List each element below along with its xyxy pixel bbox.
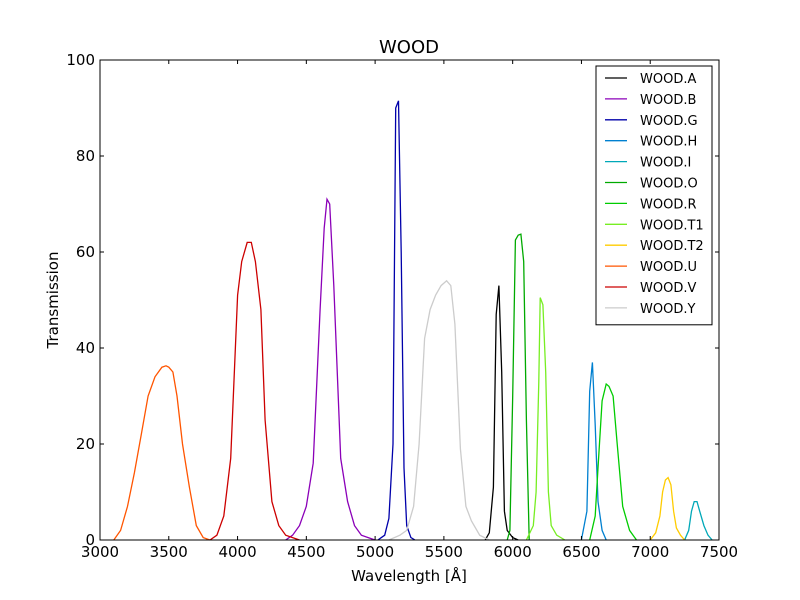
y-tick-label: 20 xyxy=(76,435,95,453)
legend-label: WOOD.U xyxy=(640,260,697,275)
x-tick-label: 4500 xyxy=(287,543,325,561)
legend-label: WOOD.T2 xyxy=(640,239,704,254)
legend-label: WOOD.I xyxy=(640,156,691,171)
x-tick-label: 6500 xyxy=(562,543,600,561)
x-tick-label: 7000 xyxy=(631,543,669,561)
legend-label: WOOD.R xyxy=(640,197,697,212)
x-tick-label: 3500 xyxy=(150,543,188,561)
legend-label: WOOD.H xyxy=(640,135,697,150)
series-line-wood-i xyxy=(684,500,713,541)
legend-label: WOOD.O xyxy=(640,177,698,192)
series-line-wood-u xyxy=(113,365,211,541)
x-tick-label: 6000 xyxy=(494,543,532,561)
x-tick-label: 4000 xyxy=(218,543,256,561)
series-layer xyxy=(113,100,713,541)
x-tick-label: 5000 xyxy=(356,543,394,561)
x-tick-label: 7500 xyxy=(700,543,738,561)
series-line-wood-o xyxy=(506,233,530,541)
legend-label: WOOD.A xyxy=(640,72,696,87)
x-tick-label: 3000 xyxy=(81,543,119,561)
chart-title: WOOD xyxy=(379,37,439,58)
plot-frame xyxy=(99,59,720,541)
series-line-wood-a xyxy=(484,285,519,541)
series-line-wood-t1 xyxy=(525,297,566,541)
y-axis-label: Transmission xyxy=(44,252,62,350)
x-axis-label: Wavelength [Å] xyxy=(351,566,467,585)
series-line-wood-t2 xyxy=(649,476,686,541)
series-line-wood-v xyxy=(209,241,300,541)
legend-label: WOOD.V xyxy=(640,281,696,296)
y-tick-label: 40 xyxy=(76,339,95,357)
y-tick-label: 100 xyxy=(66,51,95,69)
y-tick-label: 0 xyxy=(85,531,95,549)
x-tick-label: 5500 xyxy=(425,543,463,561)
legend-label: WOOD.T1 xyxy=(640,218,704,233)
legend-label: WOOD.B xyxy=(640,93,696,108)
legend-label: WOOD.G xyxy=(640,114,698,129)
series-line-wood-b xyxy=(285,197,376,541)
series-line-wood-y xyxy=(388,279,490,541)
series-line-wood-h xyxy=(580,362,607,541)
series-line-wood-g xyxy=(377,100,416,541)
legend-frame xyxy=(595,65,713,326)
series-line-wood-r xyxy=(589,382,638,541)
ticks-layer: 3000 3500 4000 4500 5000 5500 6000 6500 7000 7500… xyxy=(66,51,738,561)
legend: WOOD.A WOOD.B WOOD.G WOOD.H WOOD.I WOOD.O WOOD… xyxy=(595,65,713,326)
y-tick-label: 80 xyxy=(76,147,95,165)
y-tick-label: 60 xyxy=(76,243,95,261)
legend-label: WOOD.Y xyxy=(640,302,695,317)
